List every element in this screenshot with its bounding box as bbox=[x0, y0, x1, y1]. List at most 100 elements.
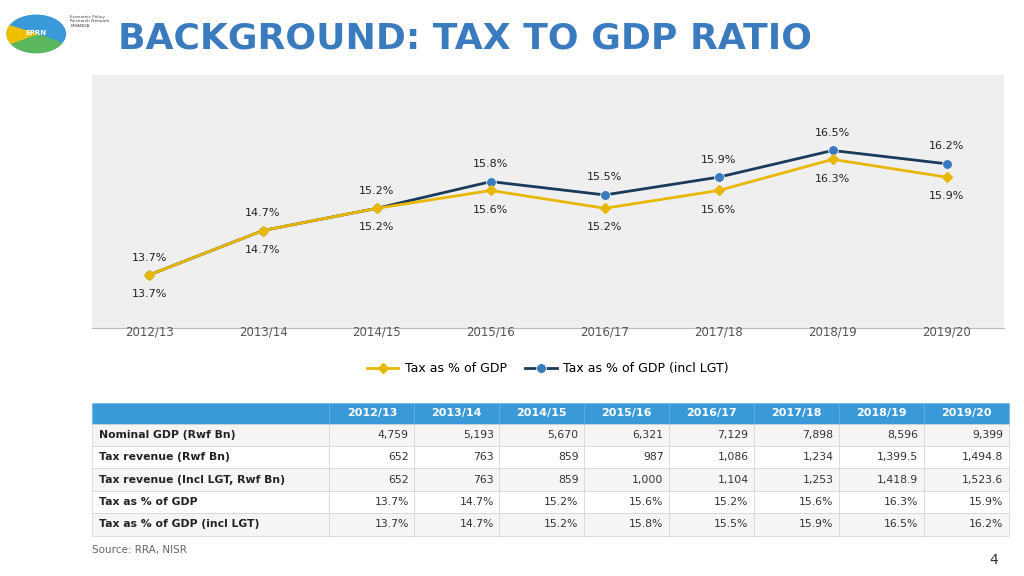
Tax as % of GDP bbox=[713, 187, 725, 194]
Bar bbox=[839, 468, 924, 491]
Text: 6,321: 6,321 bbox=[633, 430, 664, 440]
Text: 15.2%: 15.2% bbox=[544, 520, 579, 529]
Bar bbox=[92, 446, 330, 468]
Bar bbox=[330, 513, 415, 536]
Tax as % of GDP (incl LGT) bbox=[257, 227, 269, 234]
Tax as % of GDP (incl LGT) bbox=[940, 160, 952, 167]
Text: 1,086: 1,086 bbox=[717, 452, 749, 462]
Bar bbox=[754, 491, 839, 513]
Bar bbox=[754, 423, 839, 446]
Bar bbox=[839, 491, 924, 513]
Bar bbox=[924, 423, 1009, 446]
Bar bbox=[92, 513, 330, 536]
Text: 14.7%: 14.7% bbox=[246, 208, 281, 218]
Text: 13.7%: 13.7% bbox=[375, 497, 409, 507]
Text: 859: 859 bbox=[558, 452, 579, 462]
Text: 16.2%: 16.2% bbox=[969, 520, 1004, 529]
Tax as % of GDP (incl LGT) bbox=[826, 147, 839, 154]
Text: BACKGROUND: TAX TO GDP RATIO: BACKGROUND: TAX TO GDP RATIO bbox=[118, 21, 812, 55]
Tax as % of GDP bbox=[940, 174, 952, 181]
Bar bbox=[330, 423, 415, 446]
Text: 15.6%: 15.6% bbox=[799, 497, 834, 507]
Text: 2016/17: 2016/17 bbox=[581, 325, 629, 339]
Text: 14.7%: 14.7% bbox=[246, 245, 281, 255]
Text: 15.8%: 15.8% bbox=[629, 520, 664, 529]
Bar bbox=[92, 423, 330, 446]
Bar bbox=[669, 491, 754, 513]
Text: 8,596: 8,596 bbox=[887, 430, 919, 440]
Text: Tax as % of GDP (incl LGT): Tax as % of GDP (incl LGT) bbox=[99, 520, 260, 529]
Tax as % of GDP bbox=[826, 156, 839, 163]
Bar bbox=[92, 468, 330, 491]
Text: 4,759: 4,759 bbox=[378, 430, 409, 440]
Tax as % of GDP (incl LGT) bbox=[143, 271, 156, 278]
Text: 15.6%: 15.6% bbox=[629, 497, 664, 507]
Bar bbox=[754, 468, 839, 491]
Text: Source: RRA, NISR: Source: RRA, NISR bbox=[92, 545, 187, 555]
Text: 16.3%: 16.3% bbox=[884, 497, 919, 507]
Bar bbox=[669, 513, 754, 536]
Bar bbox=[839, 403, 924, 423]
Text: 4: 4 bbox=[989, 554, 998, 567]
Text: 859: 859 bbox=[558, 475, 579, 484]
Bar bbox=[669, 468, 754, 491]
Bar bbox=[924, 403, 1009, 423]
Text: 1,418.9: 1,418.9 bbox=[877, 475, 919, 484]
Bar bbox=[500, 446, 584, 468]
Text: 987: 987 bbox=[643, 452, 664, 462]
Text: Nominal GDP (Rwf Bn): Nominal GDP (Rwf Bn) bbox=[99, 430, 236, 440]
Tax as % of GDP bbox=[371, 205, 383, 212]
Legend: Tax as % of GDP, Tax as % of GDP (incl LGT): Tax as % of GDP, Tax as % of GDP (incl L… bbox=[362, 357, 733, 380]
Tax as % of GDP (incl LGT) bbox=[371, 205, 383, 212]
Bar bbox=[584, 468, 669, 491]
Text: 15.2%: 15.2% bbox=[359, 222, 394, 233]
Line: Tax as % of GDP (incl LGT): Tax as % of GDP (incl LGT) bbox=[144, 146, 951, 280]
Text: 1,494.8: 1,494.8 bbox=[962, 452, 1004, 462]
Bar bbox=[669, 403, 754, 423]
Text: Tax as % of GDP: Tax as % of GDP bbox=[99, 497, 198, 507]
Bar bbox=[92, 491, 330, 513]
Text: 16.2%: 16.2% bbox=[929, 141, 965, 151]
Text: 15.2%: 15.2% bbox=[587, 222, 623, 233]
Bar bbox=[584, 491, 669, 513]
Text: 2017/18: 2017/18 bbox=[694, 325, 743, 339]
Text: 9,399: 9,399 bbox=[972, 430, 1004, 440]
Bar bbox=[415, 491, 500, 513]
Bar bbox=[584, 403, 669, 423]
Bar bbox=[500, 468, 584, 491]
Text: 763: 763 bbox=[473, 475, 494, 484]
Text: 2019/20: 2019/20 bbox=[941, 408, 991, 418]
Wedge shape bbox=[7, 26, 36, 43]
Tax as % of GDP bbox=[257, 227, 269, 234]
Text: 15.6%: 15.6% bbox=[473, 204, 509, 215]
Text: 2018/19: 2018/19 bbox=[856, 408, 906, 418]
Text: 2015/16: 2015/16 bbox=[467, 325, 515, 339]
Bar bbox=[669, 423, 754, 446]
Tax as % of GDP (incl LGT) bbox=[599, 191, 611, 198]
Text: 15.2%: 15.2% bbox=[714, 497, 749, 507]
Text: 1,234: 1,234 bbox=[803, 452, 834, 462]
Bar bbox=[415, 423, 500, 446]
Text: 2019/20: 2019/20 bbox=[923, 325, 971, 339]
Text: 15.9%: 15.9% bbox=[799, 520, 834, 529]
Text: 2012/13: 2012/13 bbox=[347, 408, 397, 418]
Bar bbox=[924, 468, 1009, 491]
Text: 2014/15: 2014/15 bbox=[352, 325, 401, 339]
Bar bbox=[584, 446, 669, 468]
Bar bbox=[839, 446, 924, 468]
Text: 2013/14: 2013/14 bbox=[431, 408, 482, 418]
Text: 2018/19: 2018/19 bbox=[808, 325, 857, 339]
Text: 763: 763 bbox=[473, 452, 494, 462]
Text: 15.9%: 15.9% bbox=[701, 155, 736, 165]
Text: 16.5%: 16.5% bbox=[884, 520, 919, 529]
Bar bbox=[754, 513, 839, 536]
Wedge shape bbox=[11, 34, 61, 52]
Text: 2016/17: 2016/17 bbox=[686, 408, 737, 418]
Text: 15.5%: 15.5% bbox=[714, 520, 749, 529]
Text: 7,129: 7,129 bbox=[718, 430, 749, 440]
Bar bbox=[500, 513, 584, 536]
Text: 2017/18: 2017/18 bbox=[771, 408, 821, 418]
Text: 1,000: 1,000 bbox=[632, 475, 664, 484]
Bar bbox=[584, 423, 669, 446]
Text: 15.2%: 15.2% bbox=[359, 186, 394, 196]
